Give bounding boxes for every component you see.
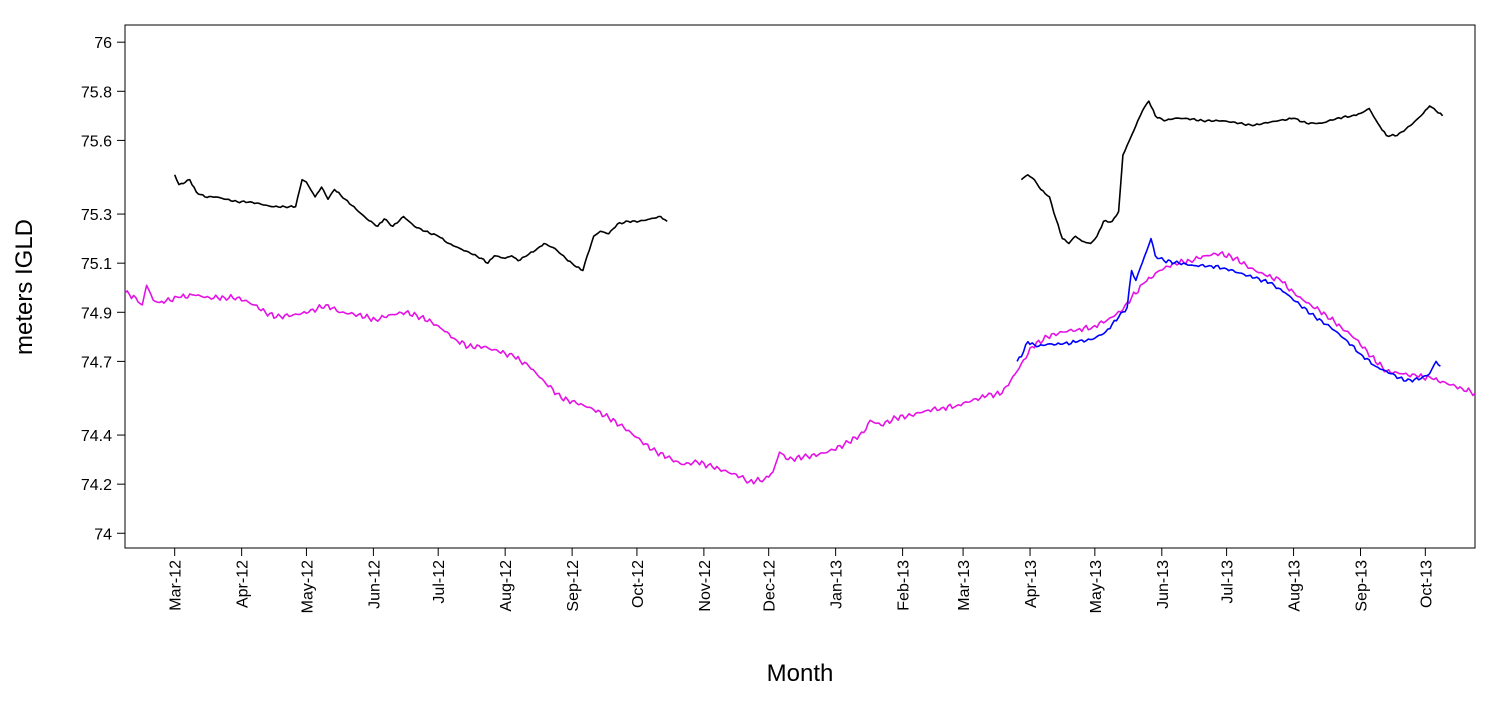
y-tick-label: 74.4 xyxy=(81,428,112,445)
x-tick-label: Jan-13 xyxy=(829,560,846,609)
y-tick-label: 74.9 xyxy=(81,305,112,322)
x-tick-label: Apr-12 xyxy=(235,560,252,608)
y-tick-label: 75.1 xyxy=(81,256,112,273)
x-axis: Mar-12 Apr-12 May-12 Jun-12 Jul-12 Aug-12 Sep-… xyxy=(168,548,1435,613)
x-tick-label: May-13 xyxy=(1088,560,1105,613)
x-tick-label: Mar-12 xyxy=(168,560,185,611)
y-tick-label: 75.3 xyxy=(81,207,112,224)
y-axis-title: meters IGLD xyxy=(11,219,38,355)
x-tick-label: Aug-13 xyxy=(1287,560,1304,612)
y-tick-label: 76 xyxy=(94,35,112,52)
x-tick-label: May-12 xyxy=(299,560,316,613)
y-tick-label: 75.6 xyxy=(81,133,112,150)
x-tick-label: Apr-13 xyxy=(1023,560,1040,608)
x-tick-label: Nov-12 xyxy=(697,560,714,612)
y-tick-label: 74.2 xyxy=(81,477,112,494)
plot-area xyxy=(124,24,1476,549)
x-tick-label: Dec-12 xyxy=(762,560,779,612)
x-tick-label: Jun-13 xyxy=(1155,560,1172,609)
y-tick-label: 74 xyxy=(94,526,112,543)
x-tick-label: Jul-12 xyxy=(431,560,448,604)
x-tick-label: Mar-13 xyxy=(956,560,973,611)
y-axis: 74 74.2 74.4 74.7 74.9 75.1 75.3 75.6 75.8 76 xyxy=(81,35,125,543)
y-tick-label: 74.7 xyxy=(81,354,112,371)
x-tick-label: Jun-12 xyxy=(366,560,383,609)
series-layer xyxy=(124,100,1476,485)
x-tick-label: Jul-13 xyxy=(1220,560,1237,604)
series-line xyxy=(173,174,668,272)
series-line xyxy=(1016,237,1441,383)
x-tick-label: Aug-12 xyxy=(498,560,515,612)
x-tick-label: Oct-12 xyxy=(630,560,647,608)
x-axis-title: Month xyxy=(767,660,834,687)
series-line xyxy=(1020,100,1444,245)
x-tick-label: Sep-12 xyxy=(565,560,582,612)
x-tick-label: Oct-13 xyxy=(1418,560,1435,608)
y-tick-label: 75.8 xyxy=(81,84,112,101)
x-tick-label: Feb-13 xyxy=(896,560,913,611)
series-line xyxy=(124,251,1476,485)
x-tick-label: Sep-13 xyxy=(1354,560,1371,612)
